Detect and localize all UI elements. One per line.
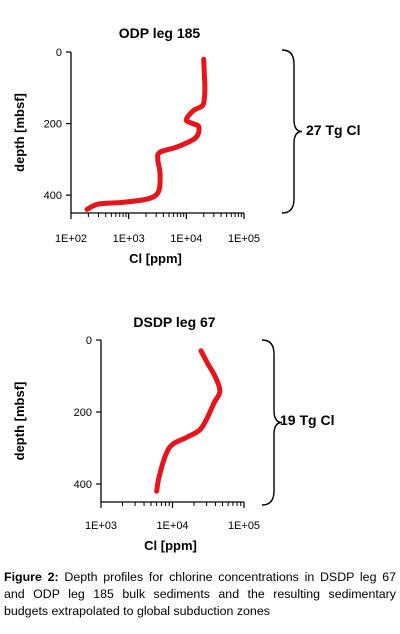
y-tick-label: 0 — [86, 335, 92, 347]
y-tick-label: 200 — [44, 119, 62, 131]
y-tick-label: 200 — [74, 407, 92, 419]
x-tick-label: 1E+03 — [85, 520, 117, 532]
caption-text: Depth profiles for chlorine concentratio… — [4, 570, 397, 618]
budget-bracket — [261, 339, 283, 506]
budget-label: 27 Tg Cl — [306, 122, 360, 138]
x-tick-label: 1E+03 — [113, 233, 145, 245]
x-axis-label: Cl [ppm] — [144, 538, 197, 553]
chart-title: DSDP leg 67 — [133, 314, 215, 330]
figure-caption: Figure 2: Depth profiles for chlorine co… — [4, 569, 396, 620]
x-axis-label: Cl [ppm] — [129, 251, 182, 266]
data-series-line — [84, 56, 208, 212]
y-axis-label: depth [mbsf] — [12, 93, 27, 172]
y-tick-label: 0 — [56, 47, 62, 59]
y-tick-label: 400 — [74, 479, 92, 491]
x-tick-label: 1E+04 — [156, 520, 188, 532]
x-tick-label: 1E+05 — [228, 520, 260, 532]
budget-bracket — [281, 49, 303, 214]
chart-panel-1: ODP leg 185 0 200 400 1E+02 1E+03 1E+04 1E+05 Cl… — [12, 25, 360, 266]
figure-canvas: ODP leg 185 0 200 400 1E+02 1E+03 1E+04 1E+05 Cl… — [12, 25, 360, 553]
x-tick-label: 1E+02 — [55, 233, 87, 245]
budget-label: 19 Tg Cl — [280, 412, 334, 428]
y-tick-label: 400 — [44, 190, 62, 202]
y-axis-label: depth [mbsf] — [12, 382, 27, 461]
chart-title: ODP leg 185 — [119, 25, 201, 41]
data-series-line — [154, 348, 223, 494]
x-tick-label: 1E+05 — [228, 233, 260, 245]
chart-panel-2: DSDP leg 67 0 200 400 1E+03 1E+04 1E+05 Cl [ppm… — [12, 314, 334, 553]
x-tick-label: 1E+04 — [170, 233, 202, 245]
caption-lead: Figure 2: — [4, 570, 59, 584]
